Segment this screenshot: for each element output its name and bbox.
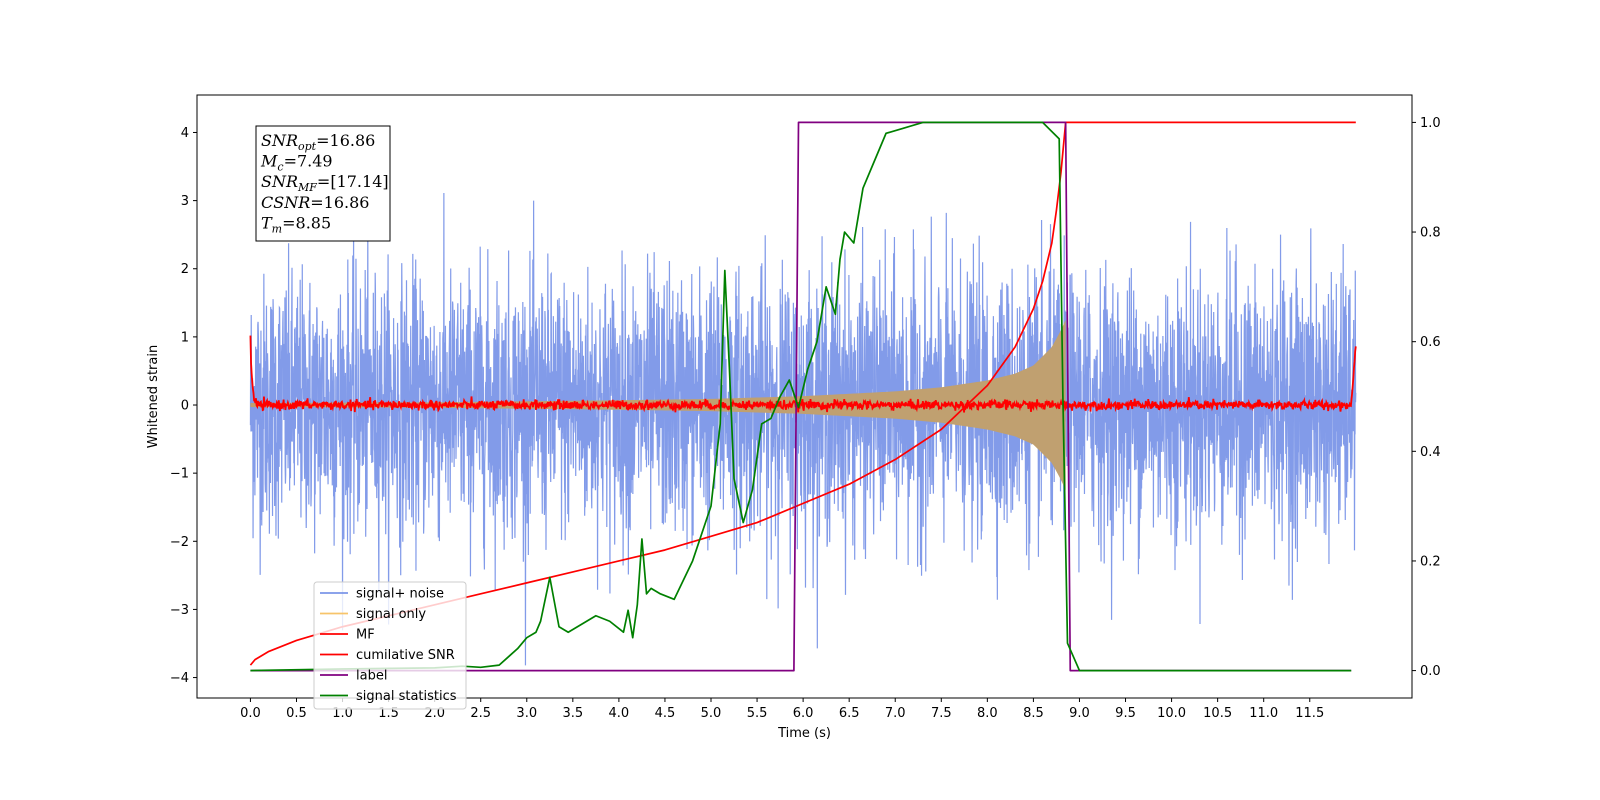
x-tick-label: 2.0 [424,706,445,721]
x-tick-label: 8.0 [977,706,998,721]
series-signal-statistics [250,121,1352,672]
legend-entry: signal statistics [356,689,457,704]
y-tick-label-left: 0 [181,399,189,414]
x-tick-label: 9.5 [1115,706,1136,721]
y-tick-label-left: −3 [170,603,189,618]
x-tick-label: 4.0 [609,706,630,721]
legend-entry: label [356,669,387,684]
x-tick-label: 6.0 [793,706,814,721]
x-tick-label: 9.0 [1069,706,1090,721]
y-tick-label-left: 1 [181,330,189,345]
x-tick-label: 5.0 [701,706,722,721]
annotation-line: Tm=8.85 [261,213,331,235]
annotation-line: Mc=7.49 [260,152,333,174]
y-tick-label-left: 4 [181,126,189,141]
legend-entry: MF [356,628,375,643]
x-tick-label: 11.5 [1295,706,1324,721]
legend-entry: signal+ noise [356,587,444,602]
x-tick-label: 0.5 [286,706,307,721]
y-tick-label-left: 2 [181,262,189,277]
series-mf [249,335,1357,413]
y-tick-label-right: 1.0 [1420,116,1441,131]
x-tick-label: 8.5 [1023,706,1044,721]
x-tick-label: 7.5 [931,706,952,721]
x-tick-label: 0.0 [240,706,261,721]
axes-frame [196,94,1413,699]
y-tick-label-right: 0.0 [1420,664,1441,679]
y-tick-label-left: −4 [170,671,189,686]
y-axis-label: Whitened strain [146,345,161,448]
annotation-line: SNRMF=[17.14] [261,172,389,194]
annotation-box: SNRopt=16.86Mc=7.49SNRMF=[17.14]CSNR=16.… [255,125,391,242]
x-tick-label: 2.5 [470,706,491,721]
x-tick-label: 1.5 [378,706,399,721]
legend-entry: signal only [356,607,426,622]
y-tick-label-left: −2 [170,535,189,550]
x-tick-label: 11.0 [1249,706,1278,721]
x-tick-label: 10.0 [1157,706,1186,721]
y-tick-label-right: 0.4 [1420,445,1441,460]
x-tick-label: 4.5 [655,706,676,721]
legend: signal+ noise signal only MF cumilative SNR… [313,581,467,710]
annotation-line: CSNR=16.86 [261,193,369,212]
x-tick-label: 10.5 [1203,706,1232,721]
legend-frame [313,581,467,710]
x-tick-label: 5.5 [747,706,768,721]
x-tick-label: 6.5 [839,706,860,721]
axes-layer: 0.0 0.5 1.0 1.5 2.0 2.5 3.0 3.5 4.0 4.5 5.0 5.5 6.0 6… [146,94,1441,741]
y-tick-label-right: 0.8 [1420,226,1441,241]
y-tick-label-right: 0.6 [1420,335,1441,350]
x-axis-label: Time (s) [777,726,831,741]
x-tick-label: 7.0 [885,706,906,721]
y-tick-label-left: −1 [170,467,189,482]
legend-entry: cumilative SNR [356,648,455,663]
y-tick-label-left: 3 [181,194,189,209]
x-tick-label: 3.5 [562,706,583,721]
x-tick-label: 1.0 [332,706,353,721]
annotation-line: SNRopt=16.86 [261,131,375,153]
x-tick-label: 3.0 [516,706,537,721]
y-tick-label-right: 0.2 [1420,554,1441,569]
annotation-frame [255,125,391,242]
